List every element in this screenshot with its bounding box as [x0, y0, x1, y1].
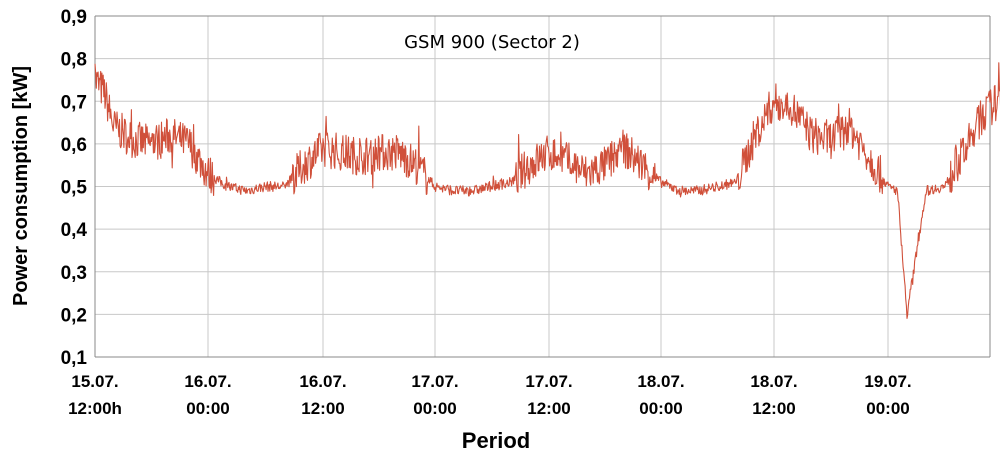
y-tick-label: 0,5 [61, 178, 88, 199]
y-tick-label: 0,2 [61, 305, 87, 326]
x-tick-label-date: 16.07. [299, 372, 346, 391]
series [94, 62, 1000, 319]
x-tick-label-date: 16.07. [184, 372, 231, 391]
series-line [94, 62, 1000, 319]
x-tick-label-date: 19.07. [864, 372, 911, 391]
y-tick-label: 0,6 [61, 135, 87, 156]
x-tick-label-time: 12:00 [301, 399, 344, 418]
y-tick-label: 0,3 [61, 263, 87, 284]
chart-title: GSM 900 (Sector 2) [404, 32, 580, 53]
x-axis-title: Period [462, 428, 530, 453]
x-tick-label-time: 00:00 [866, 399, 909, 418]
x-tick-label-time: 00:00 [186, 399, 229, 418]
y-tick-label: 0,7 [61, 92, 87, 113]
grid [95, 16, 990, 357]
x-tick-label-time: 12:00h [68, 399, 122, 418]
x-tick-label-time: 12:00 [752, 399, 795, 418]
x-tick-label-date: 17.07. [411, 372, 458, 391]
x-tick-label-date: 18.07. [750, 372, 797, 391]
x-tick-label-date: 17.07. [525, 372, 572, 391]
y-tick-labels: 0,1 0,2 0,3 0,4 0,5 0,6 0,7 0,8 0,9 [61, 7, 88, 369]
x-tick-label-time: 00:00 [639, 399, 682, 418]
y-tick-label: 0,4 [61, 220, 88, 241]
x-tick-label-time: 00:00 [413, 399, 456, 418]
y-axis-title: Power consumption [kW] [10, 66, 32, 306]
x-tick-label-date: 15.07. [71, 372, 118, 391]
y-tick-label: 0,1 [61, 348, 88, 369]
y-tick-label: 0,9 [61, 7, 87, 28]
x-tick-label-time: 12:00 [527, 399, 570, 418]
x-tick-labels: 15.07. 12:00h 16.07. 00:00 16.07. 12:00 17.07.… [68, 372, 912, 418]
y-tick-label: 0,8 [61, 50, 87, 71]
x-tick-label-date: 18.07. [637, 372, 684, 391]
